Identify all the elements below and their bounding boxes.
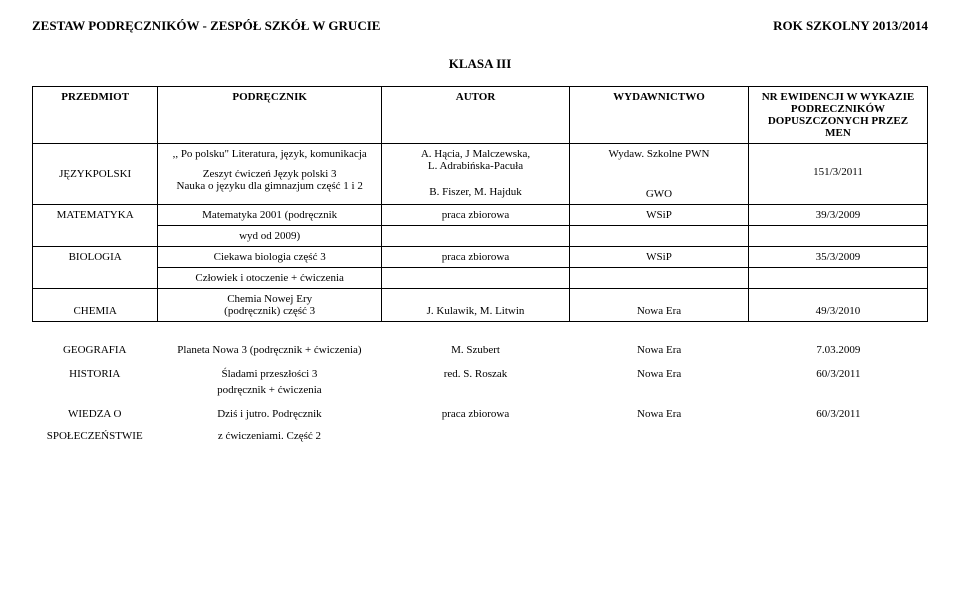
col-subject: PRZEDMIOT: [33, 87, 158, 144]
col-id: NR EWIDENCJI W WYKAZIE PODRECZNIKÓW DOPU…: [748, 87, 927, 144]
table-row: wyd od 2009): [33, 226, 928, 247]
book-cell: Matematyka 2001 (podręcznik: [158, 205, 382, 226]
book-line: Zeszyt ćwiczeń Język polski 3: [164, 168, 375, 180]
id-cell: 60/3/2011: [749, 402, 928, 448]
book-sub-cell: wyd od 2009): [158, 226, 382, 247]
textbook-table-continued: GEOGRAFIA Planeta Nowa 3 (podręcznik + ć…: [32, 338, 928, 448]
header-left: ZESTAW PODRĘCZNIKÓW - ZESPÓŁ SZKÓŁ W GRU…: [32, 18, 380, 34]
author-line: A. Hącia, J Malczewska,: [388, 148, 563, 160]
subject-cell: HISTORIA: [32, 362, 157, 402]
book-cell: Dziś i jutro. Podręcznik z ćwiczeniami. …: [157, 402, 381, 448]
id-cell: 151/3/2011: [748, 144, 927, 205]
book-line: Chemia Nowej Ery: [164, 293, 375, 305]
book-line: podręcznik + ćwiczenia: [163, 380, 375, 396]
publisher-cell: Nowa Era: [570, 338, 749, 362]
subject-cell: BIOLOGIA: [33, 247, 158, 289]
book-line: ,, Po polsku" Literatura, język, komunik…: [164, 148, 375, 160]
subject-cell: WIEDZA O SPOŁECZEŃSTWIE: [32, 402, 157, 448]
publisher-cell: Nowa Era: [569, 289, 748, 322]
book-cell: Śladami przeszłości 3 podręcznik + ćwicz…: [157, 362, 381, 402]
table-row: Człowiek i otoczenie + ćwiczenia: [33, 268, 928, 289]
subject-line: SPOŁECZEŃSTWIE: [38, 420, 151, 442]
book-line: z ćwiczeniami. Część 2: [163, 420, 375, 442]
book-cell: Planeta Nowa 3 (podręcznik + ćwiczenia): [157, 338, 381, 362]
publisher-cell: Nowa Era: [570, 362, 749, 402]
book-line: Śladami przeszłości 3: [163, 368, 375, 380]
id-cell: 7.03.2009: [749, 338, 928, 362]
id-cell: 39/3/2009: [748, 205, 927, 226]
author-cell: J. Kulawik, M. Litwin: [382, 289, 570, 322]
book-cell: Ciekawa biologia część 3: [158, 247, 382, 268]
col-publisher: WYDAWNICTWO: [569, 87, 748, 144]
author-cell: A. Hącia, J Malczewska, L. Adrabińska-Pa…: [382, 144, 570, 205]
col-author: AUTOR: [382, 87, 570, 144]
page: ZESTAW PODRĘCZNIKÓW - ZESPÓŁ SZKÓŁ W GRU…: [0, 0, 960, 611]
author-cell: red. S. Roszak: [381, 362, 569, 402]
table-row: HISTORIA Śladami przeszłości 3 podręczni…: [32, 362, 928, 402]
book-sub-cell: Człowiek i otoczenie + ćwiczenia: [158, 268, 382, 289]
id-cell: 60/3/2011: [749, 362, 928, 402]
publisher-line: GWO: [576, 188, 742, 200]
textbook-table: PRZEDMIOT PODRĘCZNIK AUTOR WYDAWNICTWO N…: [32, 86, 928, 322]
subject-line: WIEDZA O: [38, 408, 151, 420]
book-cell: ,, Po polsku" Literatura, język, komunik…: [158, 144, 382, 205]
table-row: WIEDZA O SPOŁECZEŃSTWIE Dziś i jutro. Po…: [32, 402, 928, 448]
id-cell: 35/3/2009: [748, 247, 927, 268]
book-line: Nauka o języku dla gimnazjum część 1 i 2: [164, 180, 375, 192]
subject-cell: CHEMIA: [33, 289, 158, 322]
publisher-cell: WSiP: [569, 247, 748, 268]
publisher-cell: WSiP: [569, 205, 748, 226]
publisher-line: Wydaw. Szkolne PWN: [576, 148, 742, 160]
table-row: BIOLOGIA Ciekawa biologia część 3 praca …: [33, 247, 928, 268]
table-row: GEOGRAFIA Planeta Nowa 3 (podręcznik + ć…: [32, 338, 928, 362]
book-cell: Chemia Nowej Ery (podręcznik) część 3: [158, 289, 382, 322]
publisher-cell: Wydaw. Szkolne PWN GWO: [569, 144, 748, 205]
publisher-cell: Nowa Era: [570, 402, 749, 448]
subject-cell: MATEMATYKA: [33, 205, 158, 247]
page-header: ZESTAW PODRĘCZNIKÓW - ZESPÓŁ SZKÓŁ W GRU…: [32, 18, 928, 34]
id-cell: 49/3/2010: [748, 289, 927, 322]
subject-cell: JĘZYKPOLSKI: [33, 144, 158, 205]
author-cell: praca zbiorowa: [381, 402, 569, 448]
author-cell: praca zbiorowa: [382, 205, 570, 226]
table-header-row: PRZEDMIOT PODRĘCZNIK AUTOR WYDAWNICTWO N…: [33, 87, 928, 144]
subject-cell: GEOGRAFIA: [32, 338, 157, 362]
author-cell: M. Szubert: [381, 338, 569, 362]
author-line: B. Fiszer, M. Hajduk: [388, 186, 563, 198]
section-title: KLASA III: [32, 56, 928, 72]
header-right: ROK SZKOLNY 2013/2014: [773, 18, 928, 34]
table-row: CHEMIA Chemia Nowej Ery (podręcznik) czę…: [33, 289, 928, 322]
book-line: (podręcznik) część 3: [164, 305, 375, 317]
table-row: MATEMATYKA Matematyka 2001 (podręcznik p…: [33, 205, 928, 226]
col-book: PODRĘCZNIK: [158, 87, 382, 144]
author-line: L. Adrabińska-Pacuła: [388, 160, 563, 172]
book-line: Dziś i jutro. Podręcznik: [163, 408, 375, 420]
author-cell: praca zbiorowa: [382, 247, 570, 268]
